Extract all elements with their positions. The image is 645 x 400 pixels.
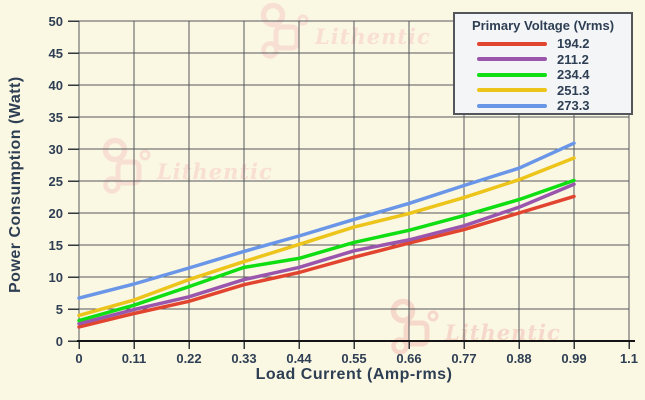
x-tick-label: 0.88 — [506, 351, 531, 366]
y-tick-label: 20 — [49, 206, 63, 221]
x-tick-label: 0.11 — [122, 351, 147, 366]
series-line-251.3 — [77, 156, 576, 318]
series-line-234.4 — [77, 178, 576, 323]
legend-label: 234.4 — [557, 67, 590, 83]
x-tick-label: 1.1 — [620, 351, 638, 366]
series-line-194.2 — [77, 194, 576, 329]
legend-swatch — [477, 72, 547, 77]
legend: Primary Voltage (Vrms) 194.2 211.2 234.4 25… — [453, 12, 633, 115]
x-tick-label: 0.66 — [396, 351, 421, 366]
x-tick-label: 0.22 — [176, 351, 201, 366]
x-tick-label: 0.77 — [451, 351, 476, 366]
legend-swatch — [477, 88, 547, 93]
legend-item: 211.2 — [455, 52, 631, 68]
legend-label: 194.2 — [557, 36, 590, 52]
y-tick-label: 10 — [49, 270, 63, 285]
x-tick-label: 0.44 — [286, 351, 312, 366]
legend-item: 273.3 — [455, 98, 631, 114]
legend-item: 251.3 — [455, 83, 631, 99]
series-line-273.3 — [77, 141, 576, 300]
legend-rows: 194.2 211.2 234.4 251.3 273.3 — [455, 36, 631, 114]
x-tick-label: 0.55 — [341, 351, 366, 366]
legend-swatch — [477, 57, 547, 62]
legend-title: Primary Voltage (Vrms) — [471, 18, 615, 33]
y-axis-title: Power Consumption (Watt) — [7, 76, 24, 294]
legend-label: 273.3 — [557, 98, 590, 114]
x-tick-label: 0 — [75, 351, 82, 366]
x-tick-label: 0.99 — [561, 351, 586, 366]
x-axis-title: Load Current (Amp-rms) — [255, 366, 453, 383]
y-tick-label: 5 — [56, 302, 63, 317]
legend-swatch — [477, 41, 547, 46]
y-tick-label: 40 — [49, 78, 63, 93]
legend-label: 211.2 — [557, 51, 589, 67]
legend-item: 194.2 — [455, 36, 631, 52]
y-tick-label: 30 — [49, 142, 63, 157]
legend-label: 251.3 — [557, 82, 590, 98]
y-tick-label: 15 — [49, 238, 63, 253]
y-tick-label: 45 — [49, 46, 63, 61]
series-line-211.2 — [77, 182, 576, 326]
legend-swatch — [477, 103, 547, 108]
y-tick-label: 0 — [56, 334, 63, 349]
legend-item: 234.4 — [455, 67, 631, 83]
y-tick-label: 50 — [49, 14, 63, 29]
x-tick-label: 0.33 — [231, 351, 256, 366]
y-tick-label: 25 — [49, 174, 63, 189]
y-tick-label: 35 — [49, 110, 63, 125]
